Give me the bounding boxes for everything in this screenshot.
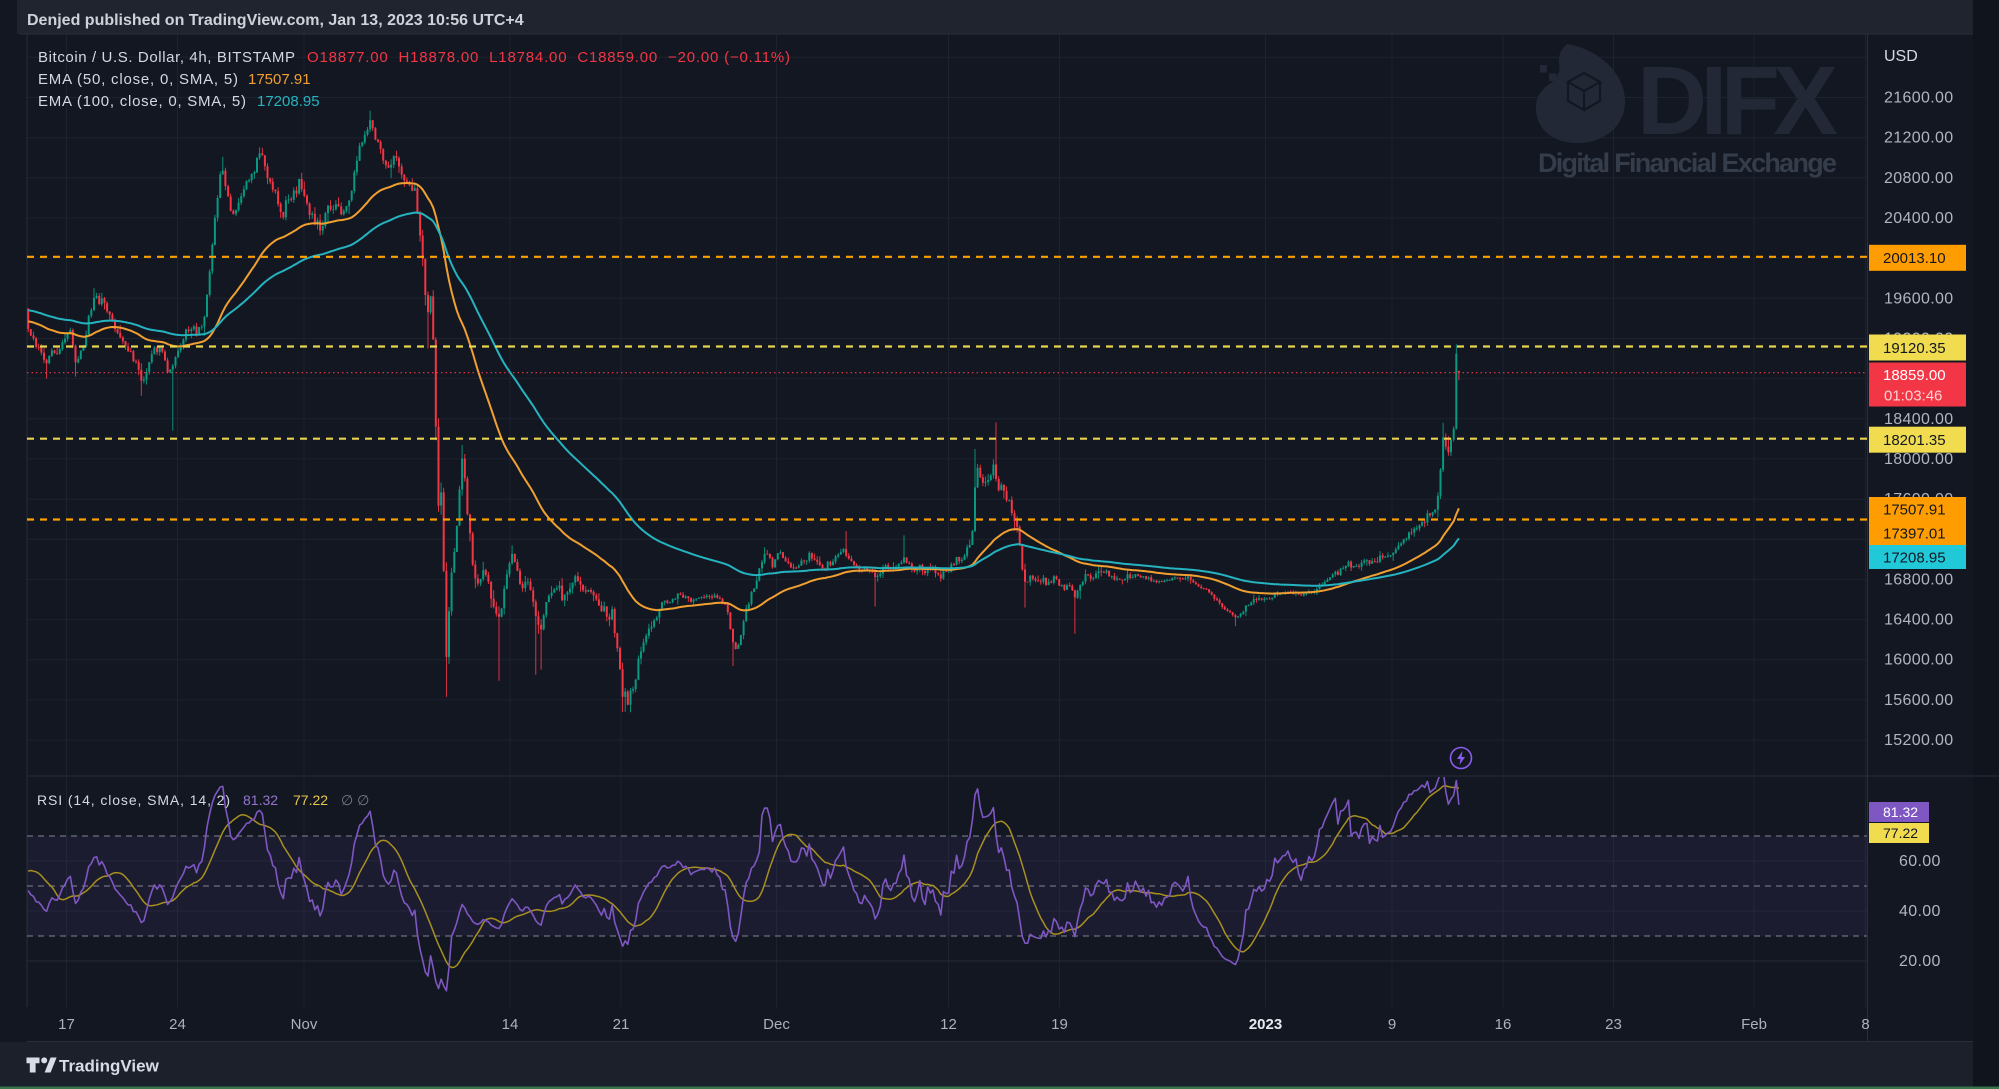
svg-text:20013.10: 20013.10	[1883, 250, 1946, 267]
svg-text:RSI (14, close, SMA, 14, 2): RSI (14, close, SMA, 14, 2)	[37, 792, 230, 808]
svg-text:12: 12	[940, 1016, 957, 1033]
svg-text:Denjed published on TradingVie: Denjed published on TradingView.com, Jan…	[27, 12, 524, 29]
svg-text:16: 16	[1495, 1016, 1512, 1033]
svg-text:17507.91: 17507.91	[1883, 501, 1946, 518]
svg-text:17208.95: 17208.95	[1883, 549, 1946, 566]
svg-text:18859.00: 18859.00	[1883, 367, 1946, 384]
svg-text:8: 8	[1861, 1016, 1869, 1033]
svg-text:23: 23	[1605, 1016, 1622, 1033]
svg-text:15600.00: 15600.00	[1884, 692, 1954, 709]
svg-text:9: 9	[1388, 1016, 1396, 1033]
svg-text:Dec: Dec	[763, 1016, 790, 1033]
svg-text:24: 24	[169, 1016, 186, 1033]
svg-text:40.00: 40.00	[1899, 903, 1941, 920]
svg-text:17: 17	[58, 1016, 75, 1033]
svg-text:16400.00: 16400.00	[1884, 612, 1954, 629]
svg-text:15200.00: 15200.00	[1884, 732, 1954, 749]
svg-text:USD: USD	[1884, 48, 1918, 65]
svg-text:81.32: 81.32	[243, 792, 278, 808]
svg-text:DIFX: DIFX	[1637, 46, 1838, 155]
svg-text:17208.95: 17208.95	[257, 93, 320, 110]
svg-text:Feb: Feb	[1741, 1016, 1767, 1033]
svg-text:77.22: 77.22	[1883, 825, 1918, 841]
svg-text:17507.91: 17507.91	[248, 71, 311, 88]
svg-text:EMA (100, close, 0, SMA, 5): EMA (100, close, 0, SMA, 5)	[38, 93, 246, 110]
svg-text:18000.00: 18000.00	[1884, 451, 1954, 468]
svg-text:14: 14	[502, 1016, 519, 1033]
svg-text:19600.00: 19600.00	[1884, 290, 1954, 307]
svg-text:81.32: 81.32	[1883, 804, 1918, 820]
svg-text:16000.00: 16000.00	[1884, 652, 1954, 669]
svg-text:18201.35: 18201.35	[1883, 432, 1946, 449]
svg-text:77.22: 77.22	[293, 792, 328, 808]
svg-text:2023: 2023	[1249, 1016, 1282, 1033]
svg-text:20800.00: 20800.00	[1884, 170, 1954, 187]
svg-text:TradingView: TradingView	[59, 1057, 160, 1076]
svg-text:16800.00: 16800.00	[1884, 571, 1954, 588]
svg-text:01:03:46: 01:03:46	[1884, 388, 1942, 405]
svg-text:21200.00: 21200.00	[1884, 130, 1954, 147]
svg-text:∅ ∅: ∅ ∅	[341, 792, 369, 808]
svg-text:Digital Financial Exchange: Digital Financial Exchange	[1538, 148, 1837, 178]
svg-text:EMA (50, close, 0, SMA, 5): EMA (50, close, 0, SMA, 5)	[38, 71, 238, 88]
svg-text:O18877.00 H18878.00 L18784.0: O18877.00 H18878.00 L18784.00 C18859.00 …	[307, 49, 790, 66]
svg-text:Bitcoin / U.S. Dollar, 4h, BIT: Bitcoin / U.S. Dollar, 4h, BITSTAMP	[38, 49, 295, 66]
svg-text:18400.00: 18400.00	[1884, 411, 1954, 428]
svg-text:21600.00: 21600.00	[1884, 90, 1954, 107]
svg-text:19: 19	[1051, 1016, 1068, 1033]
svg-text:19120.35: 19120.35	[1883, 340, 1946, 357]
svg-text:60.00: 60.00	[1899, 853, 1941, 870]
svg-text:20.00: 20.00	[1899, 953, 1941, 970]
svg-text:21: 21	[613, 1016, 630, 1033]
svg-text:20400.00: 20400.00	[1884, 210, 1954, 227]
svg-text:Nov: Nov	[291, 1016, 318, 1033]
svg-text:17397.01: 17397.01	[1883, 525, 1946, 542]
